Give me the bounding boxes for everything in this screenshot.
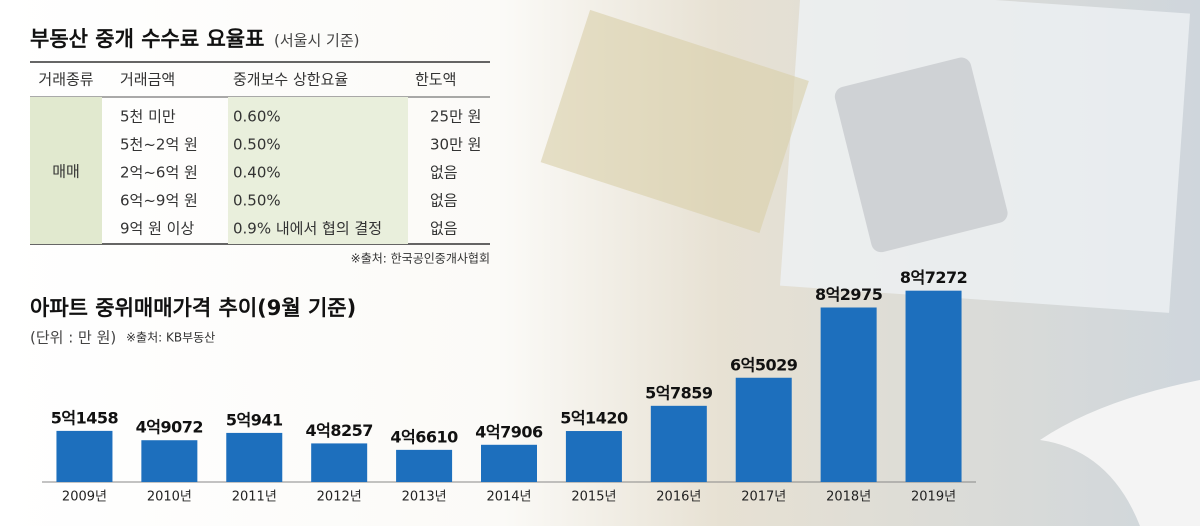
value-label: 4억8257: [305, 421, 372, 440]
table-cell: 25만 원: [430, 108, 481, 126]
table-source: ※출처: 한국공인중개사협회: [351, 252, 490, 266]
bar: [396, 449, 453, 482]
table-title: 부동산 중개 수수료 요율표: [30, 27, 264, 51]
x-tick-label: 2015년: [571, 490, 616, 505]
x-tick-label: 2018년: [826, 490, 871, 505]
x-tick-label: 2011년: [232, 490, 277, 505]
bar: [481, 444, 537, 482]
unit-note: (단위 : 만 원): [30, 329, 116, 347]
x-tick-label: 2010년: [147, 490, 192, 505]
table-cell: 없음: [430, 164, 458, 182]
table-cell: 2억~6억 원: [120, 164, 198, 182]
table-cell: 0.50%: [233, 136, 281, 154]
table-cell: 5천 미만: [120, 108, 176, 126]
value-label: 5억1420: [560, 409, 628, 428]
chart-title: 아파트 중위매매가격 추이(9월 기준): [30, 296, 356, 320]
value-label: 8억2975: [815, 285, 883, 304]
value-label: 6억5029: [730, 355, 798, 374]
table-subtitle: (서울시 기준): [274, 32, 359, 50]
table-cell: 0.60%: [233, 108, 281, 126]
bar: [565, 431, 622, 482]
table-cell: 0.40%: [233, 164, 281, 182]
bar: [820, 307, 877, 482]
table-header: 중개보수 상한요율: [233, 71, 348, 89]
x-tick-label: 2009년: [62, 490, 107, 505]
bar: [226, 432, 283, 482]
table-cell: 6억~9억 원: [120, 192, 198, 210]
value-label: 5억941: [226, 410, 283, 429]
bar: [735, 377, 792, 482]
table-cell: 0.50%: [233, 192, 281, 210]
banknote-photo: [540, 9, 809, 234]
table-cell: 5천~2억 원: [120, 136, 198, 154]
x-tick-label: 2012년: [317, 490, 362, 505]
value-label: 4억7906: [475, 422, 543, 441]
value-label: 4억6610: [390, 427, 458, 446]
x-tick-label: 2013년: [402, 490, 447, 505]
bar: [650, 405, 707, 482]
rate-column-bg: [228, 97, 408, 244]
page-curl: [1040, 380, 1200, 526]
bar: [311, 443, 368, 482]
table-header: 한도액: [415, 71, 456, 89]
x-tick-label: 2019년: [911, 490, 956, 505]
chart-source: ※출처: KB부동산: [126, 331, 215, 345]
x-tick-label: 2014년: [486, 490, 531, 505]
bar: [905, 290, 962, 482]
table-header: 거래금액: [120, 71, 175, 89]
table-cell: 30만 원: [430, 136, 481, 154]
calculator-photo: [834, 57, 1008, 253]
type-cell-bg: [30, 97, 102, 244]
value-label: 8억7272: [900, 268, 967, 287]
table-cell: 없음: [430, 192, 458, 210]
x-tick-label: 2017년: [741, 490, 786, 505]
bar: [56, 430, 113, 482]
value-label: 4억9072: [136, 418, 203, 437]
table-header: 거래종류: [38, 71, 93, 89]
value-label: 5억1458: [51, 408, 119, 427]
type-cell: 매매: [52, 163, 80, 181]
table-cell: 0.9% 내에서 협의 결정: [233, 220, 382, 238]
x-tick-label: 2016년: [656, 490, 701, 505]
table-cell: 없음: [430, 220, 458, 238]
bar: [141, 440, 198, 482]
table-cell: 9억 원 이상: [120, 220, 194, 238]
value-label: 5억7859: [645, 383, 713, 402]
